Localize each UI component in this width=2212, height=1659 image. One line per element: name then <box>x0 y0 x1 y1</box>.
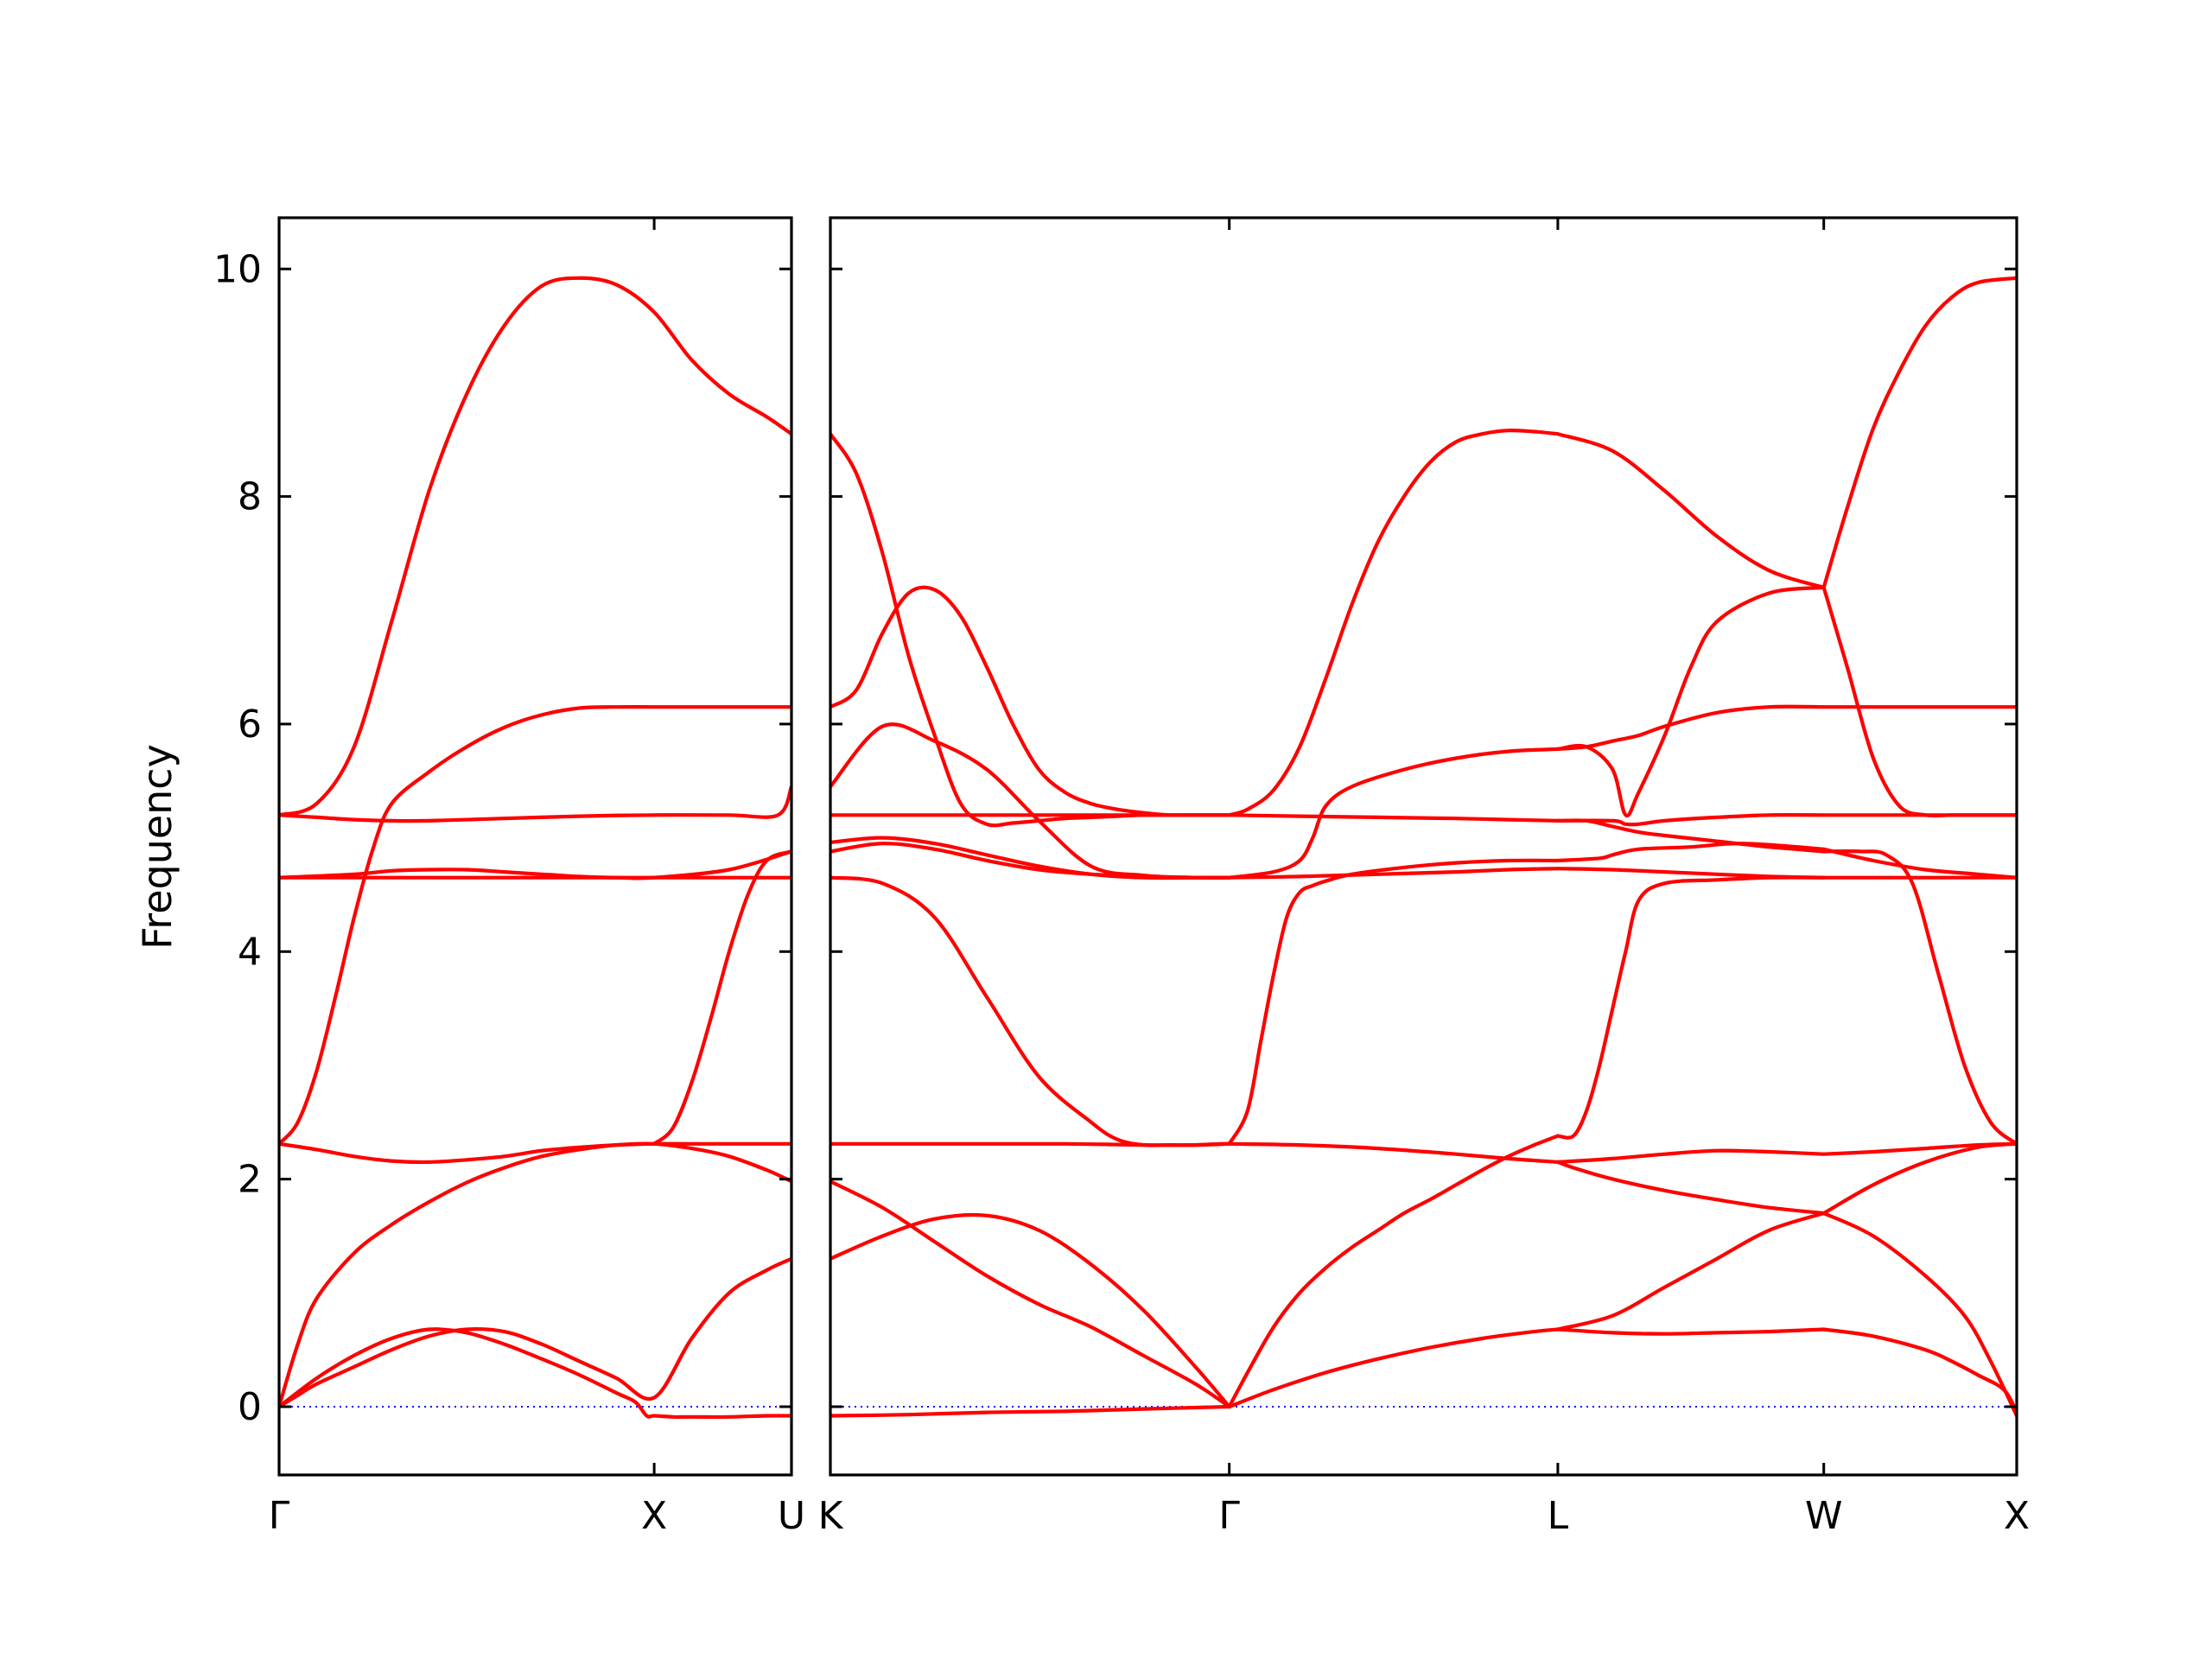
panels-group: 0 2 4 6 8 10 Γ X U K Γ L W X <box>213 216 2030 1538</box>
band-line <box>1555 1160 1826 1216</box>
plot-frame <box>829 216 2018 1477</box>
band-line <box>1227 858 1560 1146</box>
band-line <box>279 785 791 823</box>
band-line <box>1555 585 1826 818</box>
band-line <box>1227 1327 1560 1409</box>
band-line <box>1555 432 1826 589</box>
y-tick-label: 4 <box>238 930 262 974</box>
y-tick-label: 10 <box>213 247 262 291</box>
band-line <box>1555 875 1826 1140</box>
band-line <box>1555 1211 1826 1332</box>
x-tick-label: U <box>778 1494 805 1538</box>
x-tick-label: X <box>641 1494 667 1538</box>
band-line <box>279 705 791 1146</box>
band-line <box>1821 585 2017 818</box>
x-tick-label: Γ <box>1218 1494 1240 1538</box>
band-series-group <box>279 276 791 1420</box>
band-line <box>1821 276 2017 589</box>
x-tick-label: K <box>818 1494 844 1538</box>
plot-frame <box>277 216 793 1477</box>
band-line <box>1227 867 1560 880</box>
band-line <box>1555 813 1826 827</box>
band-line <box>1227 747 1560 880</box>
band-line <box>1227 429 1560 817</box>
band-line <box>1821 1211 2017 1418</box>
band-line <box>279 276 791 817</box>
band-line <box>830 875 1231 1147</box>
band-line <box>279 1256 791 1409</box>
x-tick-label: W <box>1805 1494 1843 1538</box>
band-line <box>1821 849 2017 1146</box>
band-line <box>830 585 1231 817</box>
band-line <box>279 1141 791 1409</box>
band-line <box>830 1212 1231 1409</box>
band-line <box>279 1327 791 1420</box>
x-tick-label: X <box>2004 1494 2030 1538</box>
y-tick-label: 8 <box>238 475 262 519</box>
y-tick-label: 0 <box>238 1385 262 1429</box>
x-tick-label: L <box>1548 1494 1569 1538</box>
band-line <box>1555 1148 1826 1164</box>
y-tick-label: 6 <box>238 702 262 747</box>
band-line <box>1227 1141 1560 1164</box>
band-line <box>1227 813 1560 823</box>
band-line <box>830 1179 1231 1409</box>
band-line <box>1555 867 1826 880</box>
band-line <box>279 1141 791 1165</box>
band-line <box>1555 1327 1826 1336</box>
band-line <box>830 1404 1231 1418</box>
x-tick-label: Γ <box>269 1494 290 1538</box>
band-line <box>652 849 791 1146</box>
band-line <box>1821 847 2017 880</box>
band-series-group <box>830 276 2017 1418</box>
band-line <box>1821 1141 2017 1156</box>
y-tick-label: 2 <box>238 1158 262 1202</box>
panel-gamma-x-u: 0 2 4 6 8 10 Γ X U <box>213 216 805 1538</box>
y-axis-label: Frequency <box>134 744 181 950</box>
